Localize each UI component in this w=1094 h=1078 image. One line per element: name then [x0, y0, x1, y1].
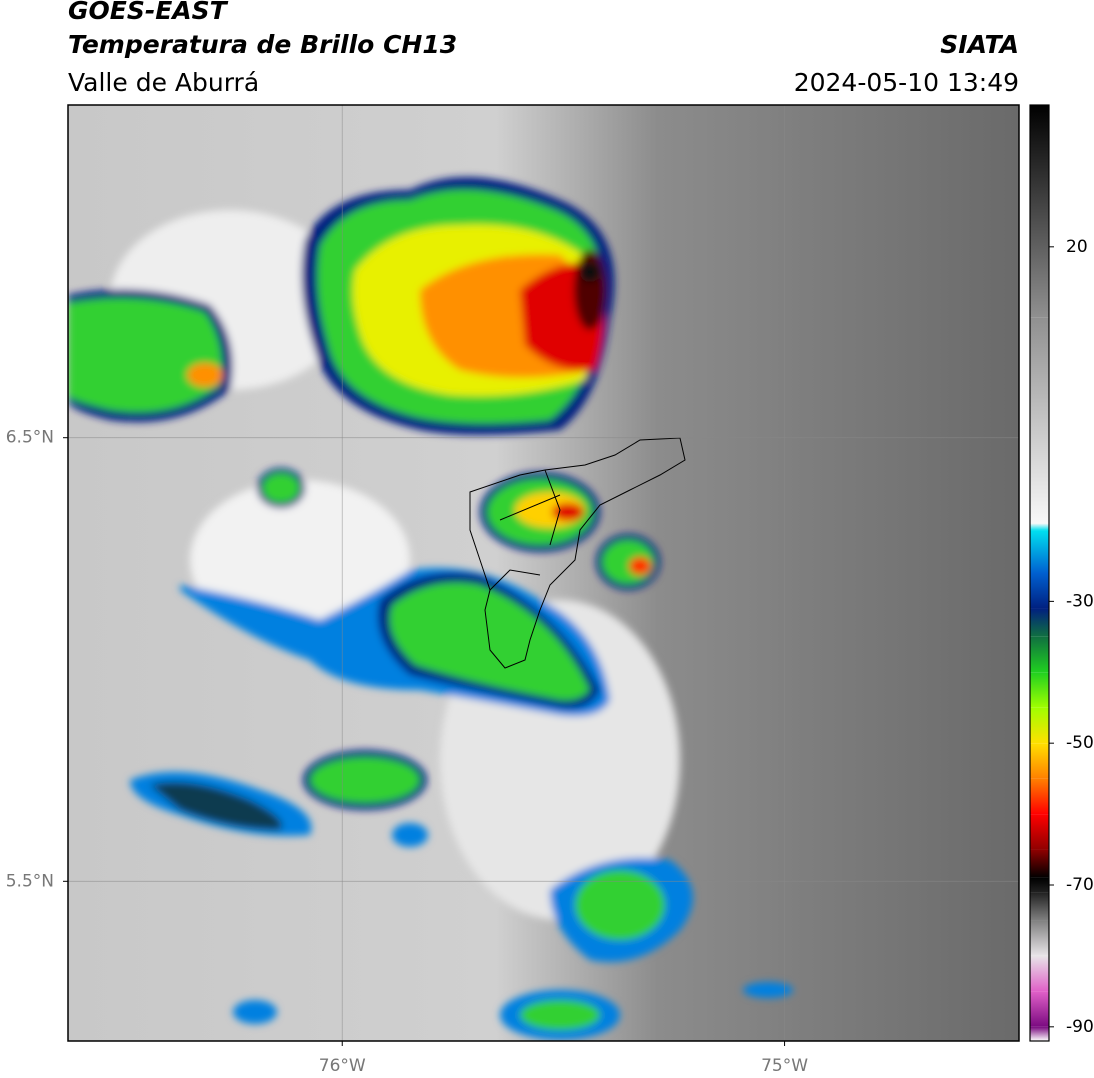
- colorbar-segment: [1030, 707, 1049, 744]
- datetime: 2024-05-10 13:49: [794, 68, 1019, 97]
- colorbar-segment: [1030, 105, 1049, 318]
- colorbar-segment: [1030, 892, 1049, 921]
- x-tick-label: 75°W: [761, 1056, 808, 1076]
- colorbar-tick-label: -50: [1066, 733, 1094, 753]
- colorbar-segment: [1030, 636, 1049, 673]
- colorbar-tick-label: -90: [1066, 1017, 1094, 1037]
- colorbar-segment: [1030, 1026, 1049, 1041]
- colorbar-segment: [1030, 672, 1049, 708]
- colorbar-segment: [1030, 523, 1049, 531]
- colorbar-segment: [1030, 814, 1049, 850]
- colorbar-segment: [1030, 530, 1049, 573]
- colorbar-segment: [1030, 991, 1049, 1027]
- x-tick-label: 76°W: [319, 1056, 366, 1076]
- source: SIATA: [940, 30, 1019, 59]
- colorbar-segment: [1030, 743, 1049, 779]
- satellite-image: [68, 105, 1019, 1041]
- map-frame: [67, 104, 1020, 1042]
- title: GOES-EAST: [68, 0, 229, 25]
- colorbar-segment: [1030, 955, 1049, 992]
- graticule: 76°W 75°W 6.5°N 5.5°N: [6, 105, 1019, 1076]
- subtitle: Temperatura de Brillo CH13: [68, 30, 457, 59]
- municipal-boundaries: [469, 437, 686, 669]
- colorbar-segment: [1030, 877, 1049, 893]
- colorbar-segment: [1030, 849, 1049, 878]
- colorbar-tick-label: -70: [1066, 875, 1094, 895]
- colorbar-frame: [1029, 104, 1050, 1042]
- colorbar-segment: [1030, 778, 1049, 815]
- colorbar-tick-label: -30: [1066, 591, 1094, 611]
- colorbar-segment: [1030, 573, 1049, 609]
- colorbar-segment: [1030, 608, 1049, 637]
- y-tick-label: 5.5°N: [6, 871, 54, 891]
- colorbar-segment: [1030, 317, 1049, 524]
- y-tick-label: 6.5°N: [6, 428, 54, 448]
- region: Valle de Aburrá: [68, 68, 259, 97]
- colorbar: 20 -30 -50 -70 -90: [1030, 105, 1094, 1041]
- colorbar-segment: [1030, 920, 1049, 956]
- colorbar-tick-label: 20: [1066, 237, 1088, 257]
